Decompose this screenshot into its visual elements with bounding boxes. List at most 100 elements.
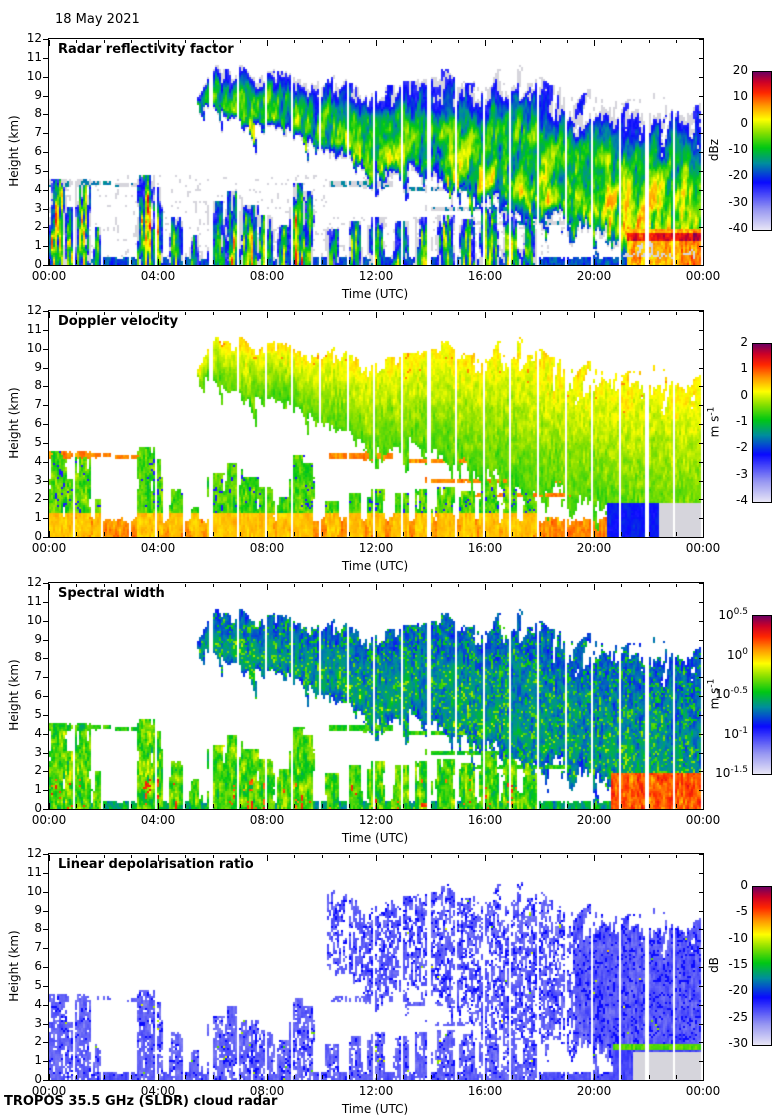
axis-tick bbox=[403, 804, 404, 808]
colorbar-tick-label: 0 bbox=[740, 878, 748, 892]
y-tick-label: 11 bbox=[26, 321, 42, 336]
axis-tick bbox=[699, 948, 703, 949]
axis-tick bbox=[131, 260, 132, 264]
axis-tick bbox=[699, 537, 703, 538]
x-tick-label: 16:00 bbox=[467, 269, 503, 283]
colorbar-tick-label: -40 bbox=[728, 221, 748, 235]
x-tick-label: 12:00 bbox=[358, 541, 394, 555]
axis-tick bbox=[699, 386, 703, 387]
axis-tick bbox=[699, 873, 703, 874]
panel-title: Radar reflectivity factor bbox=[58, 42, 234, 57]
axis-tick bbox=[158, 1074, 159, 1080]
axis-tick bbox=[43, 96, 48, 97]
reflectivity-heatmap-canvas bbox=[49, 39, 703, 265]
x-tick-label: 08:00 bbox=[249, 1084, 285, 1098]
axis-tick bbox=[213, 855, 214, 858]
axis-tick bbox=[621, 855, 622, 858]
ldr-heatmap-canvas bbox=[49, 854, 703, 1080]
axis-tick bbox=[699, 246, 703, 247]
axis-tick bbox=[699, 133, 703, 134]
axis-tick bbox=[703, 40, 704, 46]
axis-tick bbox=[699, 640, 703, 641]
axis-tick bbox=[76, 260, 77, 264]
axis-tick bbox=[349, 532, 350, 536]
colorbar-tick-label: 0 bbox=[740, 387, 748, 402]
panel-title: Linear depolarisation ratio bbox=[58, 857, 254, 872]
axis-tick bbox=[43, 190, 48, 191]
colorbar bbox=[752, 615, 772, 775]
y-tick-label: 10 bbox=[26, 68, 42, 83]
axis-tick bbox=[699, 892, 703, 893]
axis-tick bbox=[267, 312, 268, 318]
axis-tick bbox=[699, 583, 703, 584]
axis-tick bbox=[485, 40, 486, 46]
axis-tick bbox=[376, 1074, 377, 1080]
axis-tick bbox=[485, 312, 486, 318]
footer-instrument-label: TROPOS 35.5 GHz (SLDR) cloud radar bbox=[4, 1094, 278, 1109]
axis-tick bbox=[43, 929, 48, 930]
colorbar-tick-label: -1 bbox=[736, 414, 748, 428]
y-tick-label: 10 bbox=[26, 612, 42, 627]
axis-tick bbox=[458, 804, 459, 808]
axis-tick bbox=[699, 443, 703, 444]
axis-tick bbox=[458, 260, 459, 264]
axis-tick bbox=[213, 1075, 214, 1079]
x-tick-label: 08:00 bbox=[249, 813, 285, 827]
axis-tick bbox=[43, 602, 48, 603]
x-tick-label: 00:00 bbox=[685, 269, 721, 283]
axis-tick bbox=[43, 809, 48, 810]
colorbar-tick-label: 0 bbox=[740, 115, 748, 130]
axis-tick bbox=[703, 531, 704, 537]
axis-tick bbox=[240, 584, 241, 587]
axis-tick bbox=[458, 40, 459, 43]
axis-tick bbox=[349, 1075, 350, 1079]
axis-tick bbox=[699, 1080, 703, 1081]
x-tick-label: 04:00 bbox=[140, 269, 176, 283]
axis-tick bbox=[43, 481, 48, 482]
axis-tick bbox=[699, 311, 703, 312]
axis-tick bbox=[49, 259, 50, 265]
y-tick-label: 9 bbox=[34, 87, 42, 102]
axis-tick bbox=[104, 584, 105, 587]
axis-tick bbox=[131, 855, 132, 858]
colorbar bbox=[752, 886, 772, 1046]
axis-tick bbox=[43, 1061, 48, 1062]
panel-spectral-width-plot: Spectral width bbox=[48, 582, 704, 810]
axis-tick bbox=[349, 260, 350, 264]
axis-tick bbox=[76, 40, 77, 43]
axis-tick bbox=[540, 855, 541, 858]
axis-tick bbox=[185, 260, 186, 264]
axis-tick bbox=[699, 58, 703, 59]
colorbar-gradient-canvas bbox=[753, 72, 771, 230]
axis-tick bbox=[621, 260, 622, 264]
x-tick-label: 16:00 bbox=[467, 813, 503, 827]
axis-tick bbox=[703, 855, 704, 861]
axis-tick bbox=[43, 1080, 48, 1081]
colorbar-tick-label: 20 bbox=[732, 63, 748, 77]
axis-tick bbox=[76, 855, 77, 858]
axis-tick bbox=[267, 855, 268, 861]
axis-tick bbox=[43, 790, 48, 791]
x-tick-label: 08:00 bbox=[249, 541, 285, 555]
axis-tick bbox=[104, 855, 105, 858]
y-tick-label: 1 bbox=[34, 238, 42, 253]
colorbar bbox=[752, 71, 772, 231]
axis-tick bbox=[485, 855, 486, 861]
axis-tick bbox=[512, 804, 513, 808]
axis-tick bbox=[294, 855, 295, 858]
axis-tick bbox=[43, 696, 48, 697]
y-tick-label: 2 bbox=[34, 219, 42, 234]
y-tick-label: 7 bbox=[34, 940, 42, 955]
axis-tick bbox=[240, 855, 241, 858]
axis-tick bbox=[699, 1042, 703, 1043]
axis-tick bbox=[43, 771, 48, 772]
x-tick-label: 12:00 bbox=[358, 269, 394, 283]
axis-tick bbox=[676, 855, 677, 858]
y-tick-label: 3 bbox=[34, 1015, 42, 1030]
x-tick-label: 00:00 bbox=[685, 541, 721, 555]
axis-tick bbox=[43, 311, 48, 312]
axis-tick bbox=[485, 1074, 486, 1080]
axis-tick bbox=[43, 1042, 48, 1043]
axis-tick bbox=[322, 584, 323, 587]
